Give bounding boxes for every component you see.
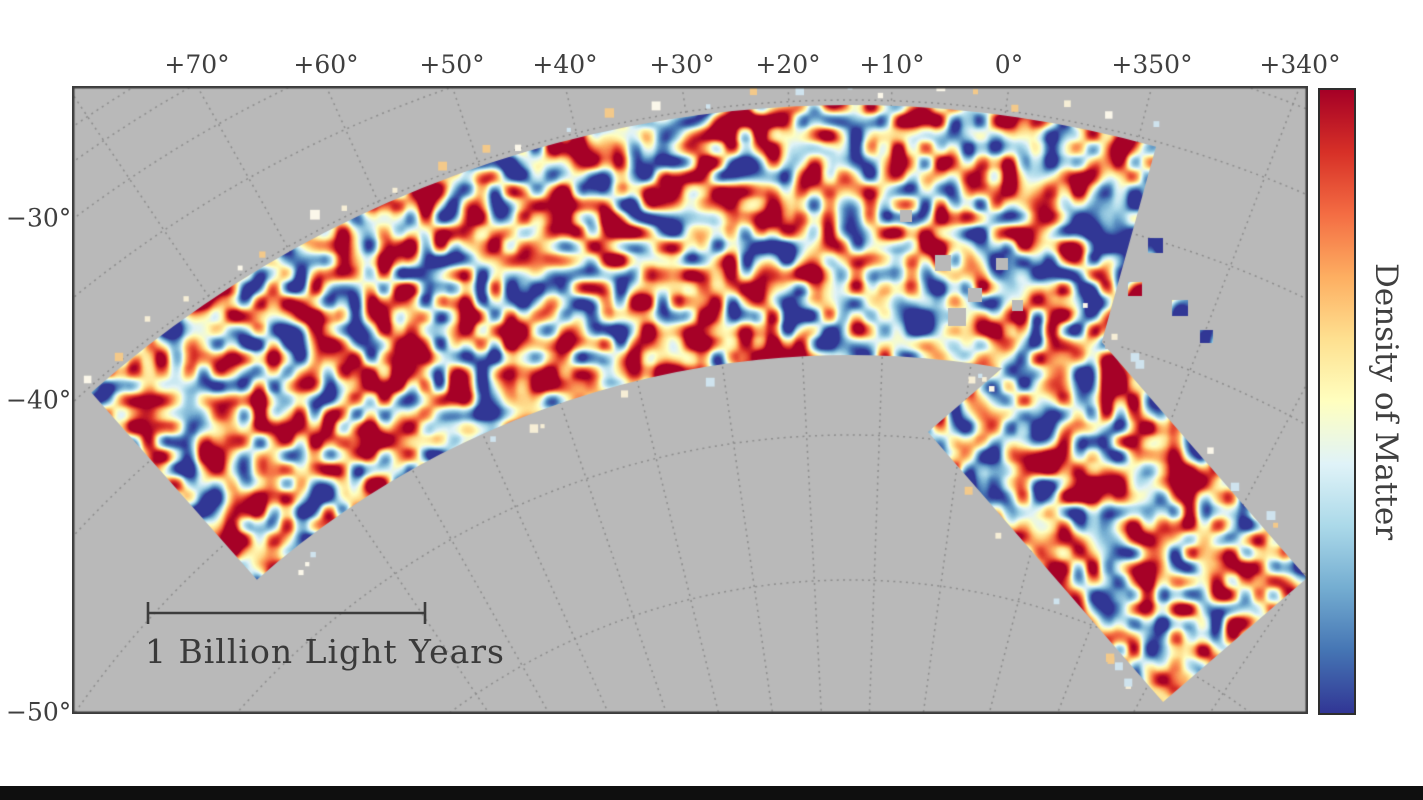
colorbar-label: Density of Matter — [1368, 262, 1404, 541]
ra-tick-label: +50° — [419, 50, 485, 79]
ra-tick-label: +10° — [859, 50, 925, 79]
ra-tick-label: +340° — [1259, 50, 1341, 79]
density-map-canvas — [72, 86, 1308, 714]
scale-bar-label: 1 Billion Light Years — [145, 632, 505, 671]
ra-tick-label: +30° — [649, 50, 715, 79]
footer-bar — [0, 786, 1423, 800]
ra-tick-label: +70° — [164, 50, 230, 79]
ra-tick-label: +20° — [755, 50, 821, 79]
dec-tick-label: −40° — [6, 385, 72, 415]
ra-tick-label: +60° — [293, 50, 359, 79]
dec-tick-label: −30° — [6, 203, 72, 233]
colorbar — [1318, 88, 1356, 715]
dec-tick-label: −50° — [6, 697, 72, 727]
ra-tick-label: +350° — [1111, 50, 1193, 79]
ra-tick-label: 0° — [994, 50, 1024, 79]
ra-tick-label: +40° — [532, 50, 598, 79]
